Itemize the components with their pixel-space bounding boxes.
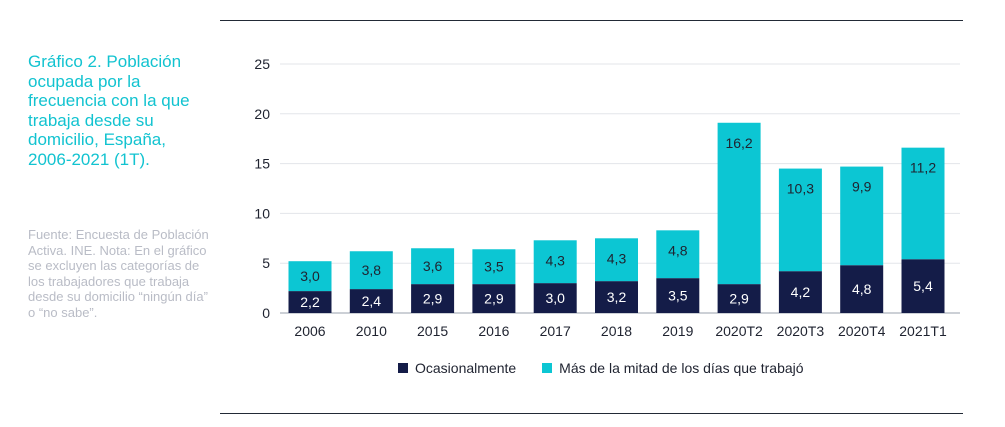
- bar-more-than-half: [411, 248, 455, 285]
- x-tick-label: 2006: [294, 323, 325, 339]
- bar-occasional: [349, 289, 393, 313]
- data-label: 2,9: [729, 291, 749, 307]
- bar-more-than-half: [778, 168, 822, 272]
- legend-swatch-occasional: [398, 363, 408, 373]
- data-label: 3,5: [668, 288, 688, 304]
- bottom-rule: [220, 413, 963, 414]
- x-tick-label: 2018: [601, 323, 632, 339]
- bar-occasional: [778, 271, 822, 313]
- data-label: 9,9: [852, 179, 872, 195]
- bar-more-than-half: [472, 249, 516, 285]
- data-label: 3,2: [607, 289, 627, 305]
- bar-occasional: [533, 283, 577, 313]
- y-tick-label: 20: [254, 106, 270, 122]
- legend-item-occasional: Ocasionalmente: [398, 360, 516, 376]
- x-tick-label: 2016: [478, 323, 509, 339]
- bar-occasional: [472, 284, 516, 313]
- bar-occasional: [595, 281, 638, 313]
- source-note: Fuente: Encuesta de Población Activa. IN…: [28, 227, 209, 320]
- x-tick-label: 2020T2: [715, 323, 763, 339]
- data-label: 4,3: [607, 250, 627, 266]
- data-label: 2,9: [484, 291, 504, 307]
- data-label: 4,3: [545, 252, 565, 268]
- bar-occasional: [411, 284, 455, 313]
- bar-occasional: [901, 259, 945, 313]
- chart-title: Gráfico 2. Población ocupada por la frec…: [28, 52, 190, 169]
- bar-occasional: [840, 265, 884, 313]
- bar-occasional: [288, 291, 332, 313]
- data-label: 2,2: [300, 294, 320, 310]
- data-label: 4,8: [852, 281, 872, 297]
- legend-label-occasional: Ocasionalmente: [415, 360, 517, 376]
- data-label: 3,0: [545, 290, 565, 306]
- bar-more-than-half: [901, 147, 945, 260]
- data-label: 2,9: [423, 291, 443, 307]
- bar-occasional: [717, 284, 761, 313]
- data-label: 3,6: [423, 258, 443, 274]
- bar-more-than-half: [533, 240, 577, 284]
- data-label: 4,2: [791, 284, 811, 300]
- data-label: 11,2: [910, 160, 936, 176]
- x-tick-label: 2021T1: [899, 323, 947, 339]
- y-tick-label: 0: [262, 305, 270, 321]
- y-tick-label: 15: [254, 156, 270, 172]
- data-label: 2,4: [362, 293, 382, 309]
- legend-label-more-than-half: Más de la mitad de los días que trabajó: [559, 360, 804, 376]
- legend: Ocasionalmente Más de la mitad de los dí…: [398, 360, 830, 376]
- data-label: 16,2: [725, 135, 752, 151]
- x-tick-label: 2015: [417, 323, 448, 339]
- bar-more-than-half: [288, 261, 332, 292]
- bar-more-than-half: [349, 251, 393, 290]
- bar-more-than-half: [656, 230, 700, 279]
- data-label: 3,5: [484, 259, 504, 275]
- bar-more-than-half: [595, 238, 638, 282]
- legend-item-more-than-half: Más de la mitad de los días que trabajó: [542, 360, 804, 376]
- data-label: 10,3: [787, 181, 814, 197]
- x-tick-label: 2020T4: [838, 323, 886, 339]
- top-rule: [220, 20, 963, 21]
- x-tick-label: 2019: [662, 323, 693, 339]
- y-tick-label: 10: [254, 205, 270, 221]
- bar-more-than-half: [717, 122, 761, 285]
- y-tick-label: 25: [254, 56, 270, 72]
- x-tick-label: 2010: [356, 323, 387, 339]
- data-label: 5,4: [913, 278, 933, 294]
- x-tick-label: 2020T3: [777, 323, 825, 339]
- legend-swatch-more-than-half: [542, 363, 553, 373]
- bar-occasional: [656, 278, 700, 313]
- bar-more-than-half: [840, 166, 884, 266]
- y-tick-label: 5: [262, 255, 270, 271]
- x-tick-label: 2017: [540, 323, 571, 339]
- data-label: 3,0: [300, 268, 320, 284]
- data-label: 4,8: [668, 242, 688, 258]
- data-label: 3,8: [362, 262, 382, 278]
